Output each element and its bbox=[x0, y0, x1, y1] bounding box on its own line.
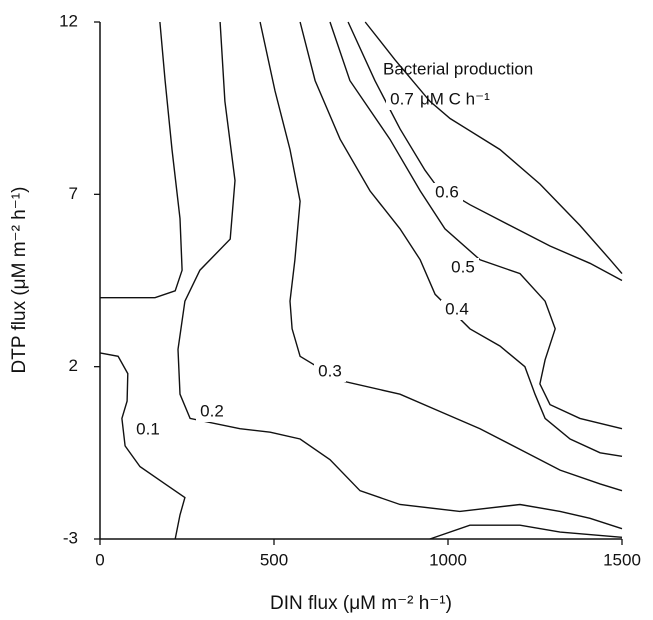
contour-line bbox=[99, 21, 186, 540]
x-tick-label: 1000 bbox=[429, 550, 467, 569]
y-tick-label: 12 bbox=[59, 11, 78, 30]
label-background bbox=[314, 362, 346, 382]
contour-label: 0.5 bbox=[451, 257, 475, 276]
contour-label: 0.2 bbox=[200, 401, 224, 420]
label-background bbox=[431, 183, 463, 203]
contour-line bbox=[329, 21, 623, 430]
contour-label: 0.7 bbox=[390, 89, 414, 108]
contour-label: 0.6 bbox=[435, 182, 459, 201]
x-tick-label: 500 bbox=[260, 550, 288, 569]
annotation: Bacterial production bbox=[383, 59, 533, 78]
y-tick-label: 7 bbox=[69, 184, 78, 203]
label-background bbox=[441, 300, 473, 320]
label-background bbox=[196, 402, 228, 422]
y-tick-label: -3 bbox=[63, 528, 78, 547]
contour-label: 0.4 bbox=[445, 299, 469, 318]
y-axis-title: DTP flux (μM m⁻² h⁻¹) bbox=[9, 187, 30, 374]
contour-line bbox=[364, 21, 623, 275]
contour-line bbox=[299, 21, 623, 457]
annotation: μM C h⁻¹ bbox=[420, 89, 490, 108]
contour-label: 0.3 bbox=[318, 361, 342, 380]
x-tick-label: 1500 bbox=[603, 550, 641, 569]
contour-line bbox=[177, 21, 623, 540]
x-axis-title: DIN flux (μM m⁻² h⁻¹) bbox=[270, 593, 452, 614]
label-background bbox=[386, 90, 418, 110]
contour-label: 0.1 bbox=[136, 419, 160, 438]
y-tick-label: 2 bbox=[69, 356, 78, 375]
label-background bbox=[447, 258, 479, 278]
label-background bbox=[132, 420, 164, 440]
x-tick-label: 0 bbox=[95, 550, 104, 569]
